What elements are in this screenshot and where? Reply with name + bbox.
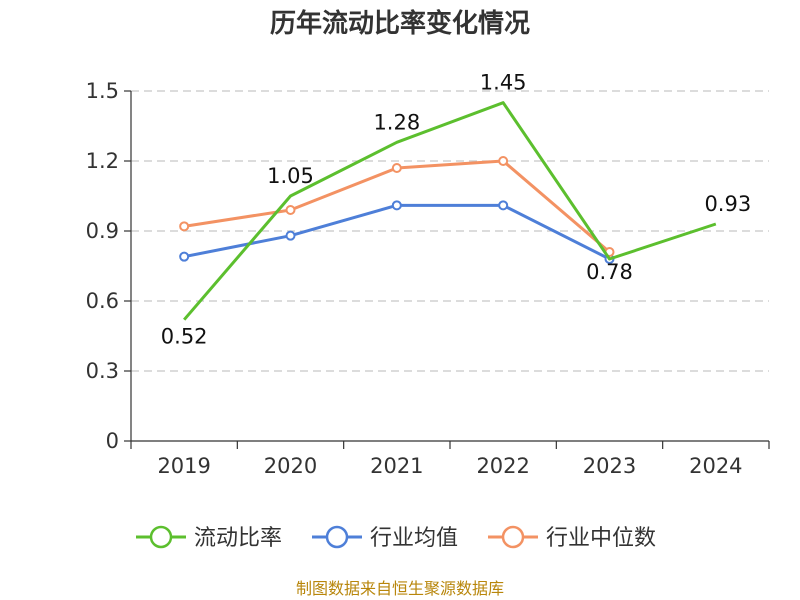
legend[interactable]: 流动比率 行业均值 行业中位数 [136,525,656,551]
y-tick-label: 0.3 [86,359,119,383]
series-lines [179,101,717,321]
legend-marker [149,525,173,549]
data-point [498,156,509,166]
legend-item-1[interactable]: 行业均值 [312,525,458,551]
legend-marker [325,525,349,549]
source-note: 制图数据来自恒生聚源数据库 [296,579,504,598]
data-labels: 0.52 1.05 1.28 1.45 0.78 0.93 [161,71,751,349]
y-tick-label: 0 [106,429,119,453]
y-tick-label: 0.6 [86,289,119,313]
legend-item-0[interactable]: 流动比率 [136,525,282,551]
series-line-1 [183,203,611,261]
gridlines [131,90,769,372]
x-tick-label: 2023 [583,454,636,478]
data-point [179,221,190,232]
data-label: 1.28 [373,110,420,134]
legend-label: 行业中位数 [546,526,656,551]
data-point [285,205,296,215]
data-label: 0.93 [704,192,751,216]
data-label: 1.45 [480,71,527,95]
data-point [179,251,190,262]
x-tick-label: 2020 [264,454,317,478]
y-tick-label: 1.2 [86,149,119,173]
x-tick-label: 2022 [476,454,529,478]
series-line-0 [183,101,717,321]
axes: 0 0.3 0.6 0.9 1.2 1.5 2019 2020 2021 2022 2023 2024 [86,79,770,478]
data-point [391,200,402,211]
data-label: 1.05 [267,164,314,188]
x-tick-label: 2021 [370,454,423,478]
legend-item-2[interactable]: 行业中位数 [488,525,656,551]
data-point [498,200,509,211]
x-tick-label: 2024 [689,454,742,478]
legend-label: 流动比率 [194,526,282,551]
data-point [285,230,296,241]
chart-title: 历年流动比率变化情况 [270,8,530,39]
data-label: 0.78 [586,260,633,284]
legend-marker [501,525,525,549]
y-tick-label: 1.5 [86,79,119,103]
legend-label: 行业均值 [370,526,458,551]
y-tick-label: 0.9 [86,219,119,243]
x-tick-label: 2019 [157,454,210,478]
data-point [391,163,402,173]
data-label: 0.52 [161,325,208,349]
